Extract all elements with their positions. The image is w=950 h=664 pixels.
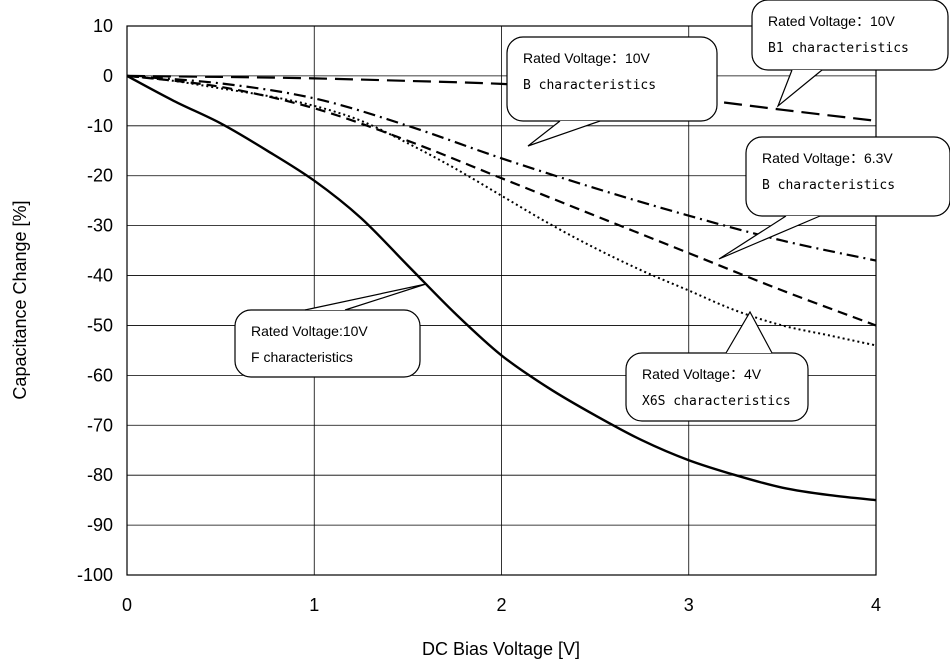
callout-bubble: Rated Voltage：10V B characteristics bbox=[506, 36, 718, 147]
y-tick-label: -20 bbox=[87, 166, 113, 186]
x-tick-label: 3 bbox=[684, 595, 694, 615]
callout-line1: Rated Voltage:10V bbox=[251, 323, 368, 339]
x-tick-label: 1 bbox=[309, 595, 319, 615]
y-tick-label: -100 bbox=[77, 565, 113, 585]
callout-line2: B1 characteristics bbox=[768, 41, 909, 56]
series-line-solid bbox=[126, 74, 877, 502]
callout-bubble: Rated Voltage：10V B1 characteristics bbox=[751, 0, 949, 108]
callout-line1: Rated Voltage：10V bbox=[523, 50, 651, 66]
callout-line1: Rated Voltage：4V bbox=[642, 366, 762, 382]
y-tick-label: -50 bbox=[87, 315, 113, 335]
y-tick-label: -60 bbox=[87, 365, 113, 385]
callout-line1: Rated Voltage：6.3V bbox=[762, 150, 893, 166]
y-tick-label: -40 bbox=[87, 266, 113, 286]
callout-bubble: Rated Voltage：4V X6S characteristics bbox=[625, 310, 809, 422]
series-line-short-dash bbox=[126, 74, 877, 327]
y-tick-label: -80 bbox=[87, 465, 113, 485]
callout-line2: B characteristics bbox=[762, 178, 895, 193]
callout-line2: B characteristics bbox=[523, 78, 656, 93]
x-tick-label: 0 bbox=[122, 595, 132, 615]
x-axis-label: DC Bias Voltage [V] bbox=[422, 639, 580, 659]
y-tick-label: -10 bbox=[87, 116, 113, 136]
callout-line2: X6S characteristics bbox=[642, 394, 791, 409]
series-line-long-dash bbox=[126, 74, 877, 122]
y-tick-label: 0 bbox=[103, 66, 113, 86]
y-tick-label: -90 bbox=[87, 515, 113, 535]
callout-bubble: Rated Voltage:10V F characteristics bbox=[234, 283, 427, 378]
y-tick-label: -70 bbox=[87, 415, 113, 435]
plot-frame bbox=[126, 25, 877, 576]
callout-line1: Rated Voltage：10V bbox=[768, 13, 896, 29]
x-tick-labels: 0 1 2 3 4 bbox=[122, 595, 881, 615]
y-tick-label: 10 bbox=[93, 16, 113, 36]
series-line-dash-dot bbox=[126, 74, 877, 262]
y-tick-label: -30 bbox=[87, 216, 113, 236]
y-axis-label: Capacitance Change [%] bbox=[10, 200, 30, 399]
callout-line2: F characteristics bbox=[251, 349, 353, 365]
x-tick-label: 2 bbox=[496, 595, 506, 615]
series-lines bbox=[126, 74, 877, 502]
x-tick-label: 4 bbox=[871, 595, 881, 615]
callout-bubble: Rated Voltage：6.3V B characteristics bbox=[718, 136, 950, 260]
y-tick-labels: 10 0 -10 -20 -30 -40 -50 -60 -70 -80 -90 -100 bbox=[77, 16, 113, 585]
